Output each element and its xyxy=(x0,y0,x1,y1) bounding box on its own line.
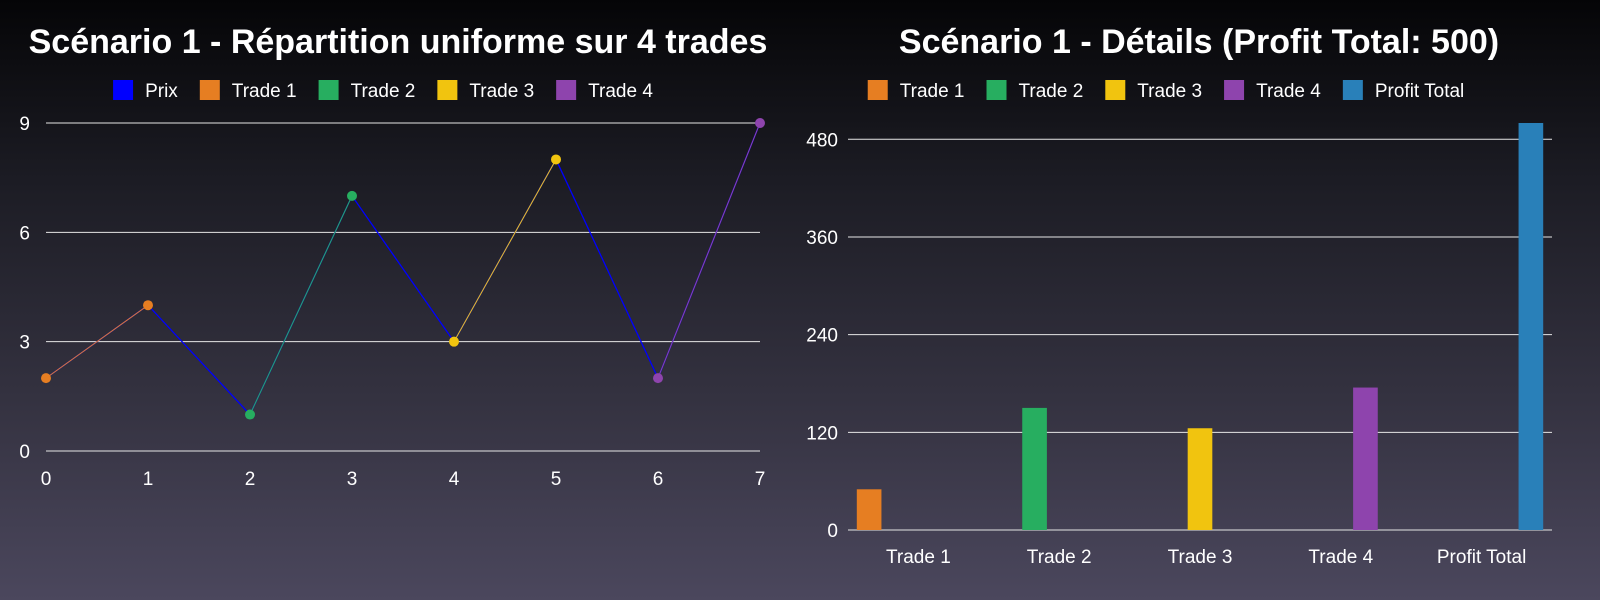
series-line-prix xyxy=(45,122,761,416)
series-line-trade-3 xyxy=(453,159,557,342)
bar-profit-total xyxy=(1518,123,1544,530)
legend-swatch-prix xyxy=(113,80,134,100)
x-tick-label: 4 xyxy=(449,469,460,490)
bar-trade-1 xyxy=(856,489,882,530)
legend-label-trade-2: Trade 2 xyxy=(351,81,416,102)
x-tick-label: 7 xyxy=(755,469,766,490)
legend-label-profit-total: Profit Total xyxy=(1375,81,1464,102)
line-chart-grid xyxy=(46,122,760,452)
legend-swatch-trade-1 xyxy=(199,80,220,100)
x-tick-label: Trade 3 xyxy=(1168,547,1233,568)
legend-label-trade-2: Trade 2 xyxy=(1019,81,1084,102)
legend-label-trade-4: Trade 4 xyxy=(1256,81,1321,102)
legend-swatch-trade-4 xyxy=(1224,80,1245,100)
line-chart-markers xyxy=(41,118,765,420)
bar-chart-y-axis: 0 120 240 360 480 xyxy=(806,130,838,542)
x-tick-label: 3 xyxy=(347,469,358,490)
data-point-trade-2 xyxy=(347,190,357,201)
y-tick-label: 480 xyxy=(806,130,838,151)
legend-label-trade-3: Trade 3 xyxy=(1137,81,1202,102)
y-tick-label: 9 xyxy=(19,114,30,135)
series-line-trade-1 xyxy=(45,304,149,379)
x-tick-label: Trade 2 xyxy=(1027,547,1092,568)
y-tick-label: 120 xyxy=(806,423,838,444)
y-tick-label: 3 xyxy=(19,333,30,354)
series-line-trade-2 xyxy=(249,195,353,415)
x-tick-label: 5 xyxy=(551,469,562,490)
data-point-trade-4 xyxy=(653,373,663,384)
data-point-trade-2 xyxy=(245,409,255,420)
data-point-trade-3 xyxy=(449,336,459,347)
data-point-trade-1 xyxy=(41,373,51,384)
legend-swatch-trade-4 xyxy=(556,80,577,100)
line-chart-title: Scénario 1 - Répartition uniforme sur 4 … xyxy=(29,23,768,61)
bar-chart-legend: Trade 1 Trade 2 Trade 3 Trade 4 Profit Total xyxy=(867,80,1464,102)
y-tick-label: 0 xyxy=(827,521,838,542)
legend-swatch-trade-3 xyxy=(437,80,458,100)
legend-label-trade-4: Trade 4 xyxy=(588,81,653,102)
legend-label-trade-1: Trade 1 xyxy=(232,81,297,102)
legend-swatch-trade-1 xyxy=(867,80,888,100)
legend-label-trade-1: Trade 1 xyxy=(900,81,965,102)
y-tick-label: 360 xyxy=(806,228,838,249)
legend-label-prix: Prix xyxy=(145,81,178,102)
data-point-trade-1 xyxy=(143,300,153,311)
bar-trade-3 xyxy=(1187,428,1213,530)
line-chart-x-axis: 0 1 2 3 4 5 6 7 xyxy=(41,469,766,490)
line-chart-legend: Prix Trade 1 Trade 2 Trade 3 Trade 4 xyxy=(113,80,653,102)
x-tick-label: 1 xyxy=(143,469,154,490)
bar-chart-x-axis: Trade 1 Trade 2 Trade 3 Trade 4 Profit Total xyxy=(886,547,1526,568)
y-tick-label: 6 xyxy=(19,223,30,244)
x-tick-label: Profit Total xyxy=(1437,547,1526,568)
bar-chart-bars xyxy=(856,123,1544,530)
x-tick-label: Trade 4 xyxy=(1308,547,1373,568)
bar-chart: Scénario 1 - Détails (Profit Total: 500)… xyxy=(806,23,1552,568)
bar-chart-title: Scénario 1 - Détails (Profit Total: 500) xyxy=(899,23,1499,61)
bar-trade-4 xyxy=(1353,387,1378,530)
y-tick-label: 240 xyxy=(806,326,838,347)
data-point-trade-4 xyxy=(755,118,765,128)
y-tick-label: 0 xyxy=(19,442,30,463)
line-chart: Scénario 1 - Répartition uniforme sur 4 … xyxy=(19,23,767,490)
x-tick-label: 6 xyxy=(653,469,664,490)
legend-swatch-trade-3 xyxy=(1105,80,1126,100)
series-line-trade-4 xyxy=(657,122,761,379)
bar-trade-2 xyxy=(1022,407,1047,530)
legend-swatch-trade-2 xyxy=(318,80,339,100)
x-tick-label: Trade 1 xyxy=(886,547,951,568)
legend-label-trade-3: Trade 3 xyxy=(469,81,534,102)
line-chart-series xyxy=(45,122,761,416)
data-point-trade-3 xyxy=(551,154,561,165)
x-tick-label: 0 xyxy=(41,469,52,490)
x-tick-label: 2 xyxy=(245,469,256,490)
line-chart-y-axis: 0 3 6 9 xyxy=(19,114,30,463)
legend-swatch-profit-total xyxy=(1342,80,1363,100)
legend-swatch-trade-2 xyxy=(986,80,1007,100)
